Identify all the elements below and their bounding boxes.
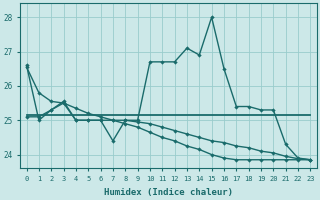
- X-axis label: Humidex (Indice chaleur): Humidex (Indice chaleur): [104, 188, 233, 197]
